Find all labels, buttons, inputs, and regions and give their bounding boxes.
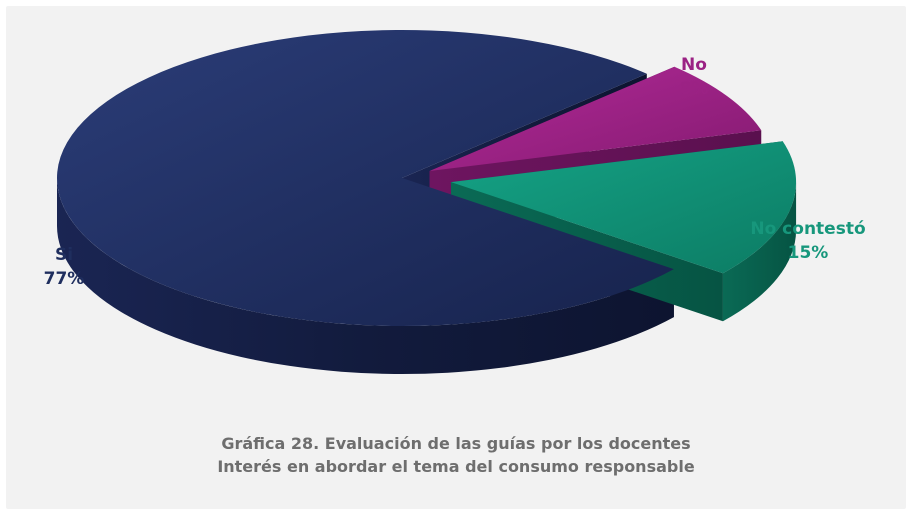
pie-labels: Si 77% No 8% No contestó 15%	[44, 55, 866, 289]
caption-line-1: Gráfica 28. Evaluación de las guías por …	[221, 434, 691, 453]
slice-no-value-label: 8%	[680, 79, 709, 99]
slice-no-contesto	[451, 141, 797, 274]
slice-no	[429, 66, 762, 172]
slice-no-contesto-label: No contestó 15%	[750, 219, 865, 263]
slice-no-contesto-side	[722, 182, 797, 322]
pie-tops	[56, 30, 797, 327]
slice-si-value-label: 77%	[44, 269, 85, 289]
caption-line-2: Interés en abordar el tema del consumo r…	[217, 457, 695, 476]
slice-no-contesto-value-label: 15%	[788, 243, 829, 263]
slice-si-side	[57, 178, 674, 374]
slice-si	[56, 30, 674, 327]
slice-no-label: No 8%	[680, 55, 709, 99]
chart-caption: Gráfica 28. Evaluación de las guías por …	[0, 432, 912, 478]
slice-no-category-label: No	[681, 55, 707, 75]
slice-si-label: Si 77%	[44, 245, 85, 289]
slice-si-category-label: Si	[55, 245, 73, 265]
slice-no-contesto-category-label: No contestó	[750, 219, 865, 239]
